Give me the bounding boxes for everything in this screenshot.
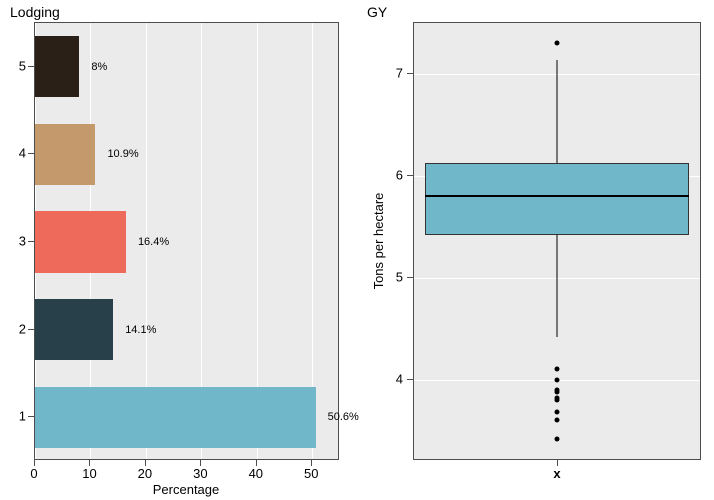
outlier-point <box>555 436 560 441</box>
x-tick <box>89 460 90 466</box>
bar-1 <box>35 387 316 448</box>
bar-2 <box>35 299 113 360</box>
bar-4 <box>35 124 95 185</box>
y-tick <box>28 241 34 242</box>
right-chart-title: GY <box>367 4 387 20</box>
x-tick <box>557 460 558 466</box>
x-tick <box>145 460 146 466</box>
y-tick-label: 3 <box>0 234 26 249</box>
x-tick <box>256 460 257 466</box>
y-tick <box>28 153 34 154</box>
outlier-point <box>555 377 560 382</box>
y-tick <box>407 277 413 278</box>
outlier-point <box>555 395 560 400</box>
bar-value-label: 50.6% <box>328 411 359 423</box>
y-tick <box>407 73 413 74</box>
outlier-point <box>555 418 560 423</box>
x-tick <box>200 460 201 466</box>
y-tick-label: 7 <box>357 65 403 80</box>
x-tick-label: 0 <box>30 466 37 481</box>
y-tick <box>407 175 413 176</box>
x-tick-label: 20 <box>138 466 152 481</box>
x-tick <box>34 460 35 466</box>
y-tick-label: 4 <box>357 371 403 386</box>
x-tick-label: 10 <box>82 466 96 481</box>
lodging-bar-chart: Lodging 50.6% 14.1% 16.4% 10.9% 8% 1 2 3 4 5 0 10… <box>0 0 357 500</box>
y-tick <box>28 416 34 417</box>
x-tick-label: 40 <box>249 466 263 481</box>
box-iqr <box>425 163 688 235</box>
y-tick-label: 2 <box>0 321 26 336</box>
median-line <box>425 195 688 197</box>
outlier-point <box>555 367 560 372</box>
bar-5 <box>35 36 79 97</box>
y-axis-title: Tons per hectare <box>371 193 386 290</box>
bar-value-label: 8% <box>91 61 107 73</box>
lower-whisker <box>557 235 558 337</box>
box-plot-area <box>413 22 701 460</box>
gy-boxplot-chart: GY 4567 Tons per hectare x <box>357 0 714 500</box>
bar-value-label: 10.9% <box>107 148 138 160</box>
bar-plot-area: 50.6%14.1%16.4%10.9%8% <box>34 22 339 460</box>
y-tick <box>28 66 34 67</box>
y-tick <box>28 329 34 330</box>
bar-value-label: 14.1% <box>125 324 156 336</box>
y-tick-label: 4 <box>0 146 26 161</box>
y-tick-label: 1 <box>0 409 26 424</box>
y-tick-label: 6 <box>357 167 403 182</box>
bar-3 <box>35 211 126 272</box>
x-tick-label: 30 <box>193 466 207 481</box>
bar-value-label: 16.4% <box>138 236 169 248</box>
x-tick <box>311 460 312 466</box>
left-chart-title: Lodging <box>10 4 60 20</box>
x-tick-label: 50 <box>304 466 318 481</box>
x-tick-label: x <box>553 466 560 481</box>
outlier-point <box>555 41 560 46</box>
outlier-point <box>555 410 560 415</box>
outlier-point <box>555 387 560 392</box>
y-tick <box>407 379 413 380</box>
upper-whisker <box>557 60 558 163</box>
y-tick-label: 5 <box>0 58 26 73</box>
x-axis-title: Percentage <box>153 482 220 497</box>
